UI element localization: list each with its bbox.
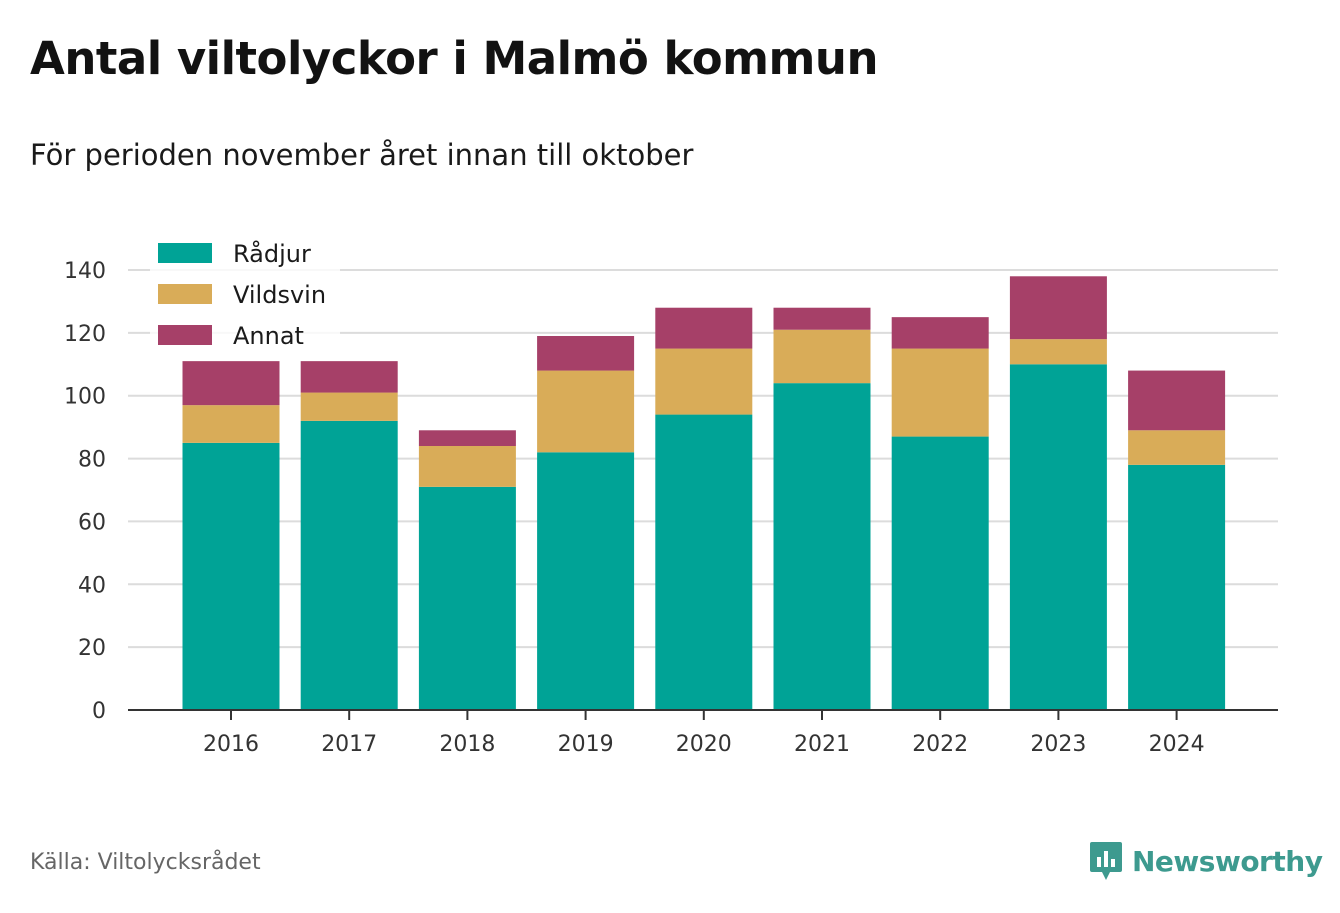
bar-annat-2016 bbox=[182, 361, 280, 406]
bars bbox=[182, 276, 1226, 710]
brand-logo: Newsworthy bbox=[1088, 840, 1323, 882]
y-tick-label: 0 bbox=[92, 699, 106, 724]
legend-label-annat: Annat bbox=[233, 322, 304, 350]
bar-rådjur-2019 bbox=[537, 452, 635, 710]
x-tick-label: 2019 bbox=[558, 732, 614, 757]
source-note: Källa: Viltolycksrådet bbox=[30, 850, 261, 875]
axes: 0 20 40 60 80 100 120 140 2016 2017 2018 2019 2020 20… bbox=[64, 259, 1278, 757]
x-tick-label: 2021 bbox=[794, 732, 850, 757]
x-tick-label: 2018 bbox=[439, 732, 495, 757]
legend-label-vildsvin: Vildsvin bbox=[233, 281, 326, 309]
bar-vildsvin-2021 bbox=[773, 329, 871, 384]
bar-vildsvin-2019 bbox=[537, 370, 635, 453]
bar-vildsvin-2024 bbox=[1128, 430, 1226, 465]
x-tick-label: 2017 bbox=[321, 732, 377, 757]
bar-annat-2021 bbox=[773, 307, 871, 330]
chart-title: Antal viltolyckor i Malmö kommun bbox=[30, 32, 879, 85]
legend-swatch-vildsvin bbox=[158, 284, 212, 304]
bar-vildsvin-2018 bbox=[418, 446, 516, 487]
bar-annat-2017 bbox=[300, 361, 398, 393]
bar-annat-2024 bbox=[1128, 370, 1226, 431]
bar-vildsvin-2017 bbox=[300, 392, 398, 421]
bar-vildsvin-2022 bbox=[891, 348, 989, 437]
newsworthy-logo-icon bbox=[1090, 842, 1122, 880]
bar-vildsvin-2016 bbox=[182, 405, 280, 443]
brand-name: Newsworthy bbox=[1132, 844, 1323, 878]
bar-rådjur-2021 bbox=[773, 383, 871, 710]
bar-annat-2020 bbox=[655, 307, 753, 349]
bar-rådjur-2020 bbox=[655, 414, 753, 710]
y-tick-label: 40 bbox=[78, 573, 106, 598]
x-tick-label: 2016 bbox=[203, 732, 259, 757]
y-tick-label: 140 bbox=[64, 259, 106, 284]
legend-label-rådjur: Rådjur bbox=[233, 239, 311, 268]
bar-rådjur-2023 bbox=[1009, 364, 1107, 710]
bar-rådjur-2022 bbox=[891, 436, 989, 710]
bar-rådjur-2016 bbox=[182, 442, 280, 710]
x-tick-label: 2023 bbox=[1030, 732, 1086, 757]
y-tick-label: 120 bbox=[64, 322, 106, 347]
bar-vildsvin-2020 bbox=[655, 348, 753, 415]
y-tick-label: 60 bbox=[78, 510, 106, 535]
x-tick-label: 2020 bbox=[676, 732, 732, 757]
legend: Rådjur Vildsvin Annat bbox=[150, 232, 340, 350]
bar-vildsvin-2023 bbox=[1009, 339, 1107, 365]
x-tick-label: 2024 bbox=[1149, 732, 1205, 757]
y-tick-label: 100 bbox=[64, 385, 106, 410]
bar-rådjur-2024 bbox=[1128, 464, 1226, 710]
y-tick-label: 80 bbox=[78, 448, 106, 473]
chart-subtitle: För perioden november året innan till ok… bbox=[30, 138, 694, 172]
legend-swatch-rådjur bbox=[158, 243, 212, 263]
x-tick-label: 2022 bbox=[912, 732, 968, 757]
legend-swatch-annat bbox=[158, 325, 212, 345]
bar-annat-2018 bbox=[418, 430, 516, 446]
bar-annat-2023 bbox=[1009, 276, 1107, 340]
bar-annat-2019 bbox=[537, 336, 635, 371]
bar-annat-2022 bbox=[891, 317, 989, 349]
bar-rådjur-2017 bbox=[300, 420, 398, 710]
y-tick-label: 20 bbox=[78, 636, 106, 661]
bar-rådjur-2018 bbox=[418, 486, 516, 710]
